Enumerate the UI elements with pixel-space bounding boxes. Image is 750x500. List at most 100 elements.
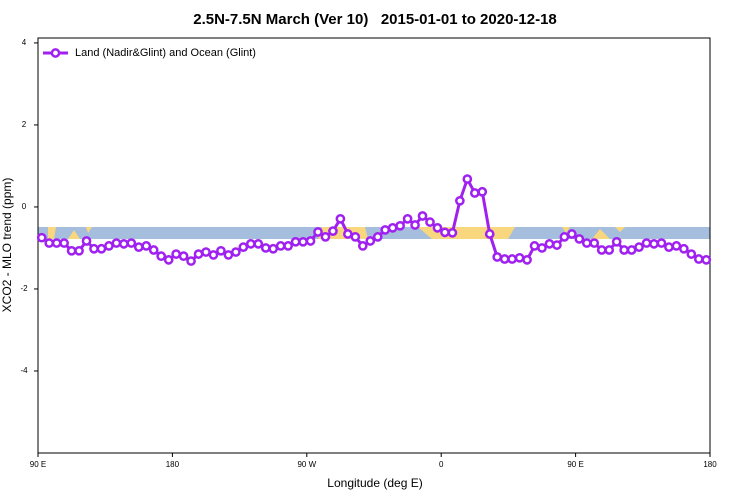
data-point (133, 242, 144, 252)
data-point (268, 243, 279, 254)
data-point (253, 239, 264, 249)
data-point (604, 245, 615, 255)
data-point (574, 234, 585, 244)
data-point (679, 243, 689, 254)
data-point (119, 239, 129, 249)
data-point (552, 240, 562, 250)
data-point (290, 236, 301, 247)
data-point (305, 236, 316, 246)
data-point (410, 220, 420, 230)
data-point (328, 226, 338, 236)
data-point (387, 223, 398, 233)
data-point (626, 245, 637, 255)
data-point (104, 241, 114, 251)
data-point (395, 220, 405, 231)
data-point (89, 243, 99, 254)
data-point (380, 225, 391, 235)
data-point (126, 238, 137, 248)
data-point (462, 174, 473, 184)
x-tick-label: 90 E (567, 460, 583, 469)
data-point (507, 254, 517, 264)
data-point (201, 247, 211, 257)
y-axis-label: XCO2 - MLO trend (ppm) (0, 178, 14, 313)
plot-frame (37, 37, 711, 454)
data-point (171, 249, 181, 259)
data-point (193, 249, 204, 259)
x-axis-label: Longitude (deg E) (327, 476, 422, 490)
data-point (671, 241, 682, 251)
data-point (51, 238, 62, 248)
data-point (477, 186, 488, 197)
data-point (350, 232, 361, 242)
x-tick-label: 180 (166, 460, 180, 469)
data-point (664, 242, 674, 252)
data-point (156, 251, 167, 262)
data-point (275, 241, 286, 251)
data-point (522, 255, 532, 265)
data-point (686, 249, 697, 259)
x-tick-label: 90 W (297, 460, 316, 469)
data-point (59, 238, 69, 248)
x-tick-label: 0 (439, 460, 444, 469)
y-tick-label: 4 (22, 38, 27, 47)
data-point (313, 227, 323, 237)
data-point (343, 229, 353, 239)
data-point (484, 229, 495, 239)
data-point (223, 250, 234, 260)
data-point (96, 243, 107, 254)
y-tick-label: -4 (20, 366, 28, 375)
data-point (649, 239, 659, 249)
data-point (567, 229, 577, 239)
data-point (619, 245, 629, 255)
data-point (544, 239, 555, 249)
data-point (402, 213, 413, 224)
data-point (529, 241, 540, 251)
x-tick-label: 180 (703, 460, 717, 469)
data-point (163, 255, 174, 265)
data-point (81, 236, 92, 246)
data-point (238, 242, 249, 252)
data-point (245, 239, 256, 249)
data-point (537, 243, 547, 253)
data-point (514, 252, 525, 263)
data-point (283, 241, 293, 251)
data-point (581, 238, 592, 248)
legend-label: Land (Nadir&Glint) and Ocean (Glint) (75, 47, 256, 59)
data-point (216, 245, 226, 256)
data-point (141, 241, 152, 251)
data-point (335, 213, 346, 224)
y-tick-label: 2 (22, 120, 27, 129)
data-point (66, 245, 77, 256)
chart-title: 2.5N-7.5N March (Ver 10) 2015-01-01 to 2… (193, 11, 557, 28)
data-point (432, 223, 443, 233)
data-point (357, 241, 368, 251)
data-point (111, 238, 122, 248)
data-point (455, 195, 465, 206)
ocean-band (38, 227, 710, 239)
y-tick-label: 0 (22, 202, 27, 211)
data-point (440, 227, 450, 238)
data-point (365, 236, 376, 246)
data-point (186, 256, 196, 266)
data-point (231, 247, 241, 257)
data-point (559, 232, 570, 242)
data-point (208, 250, 219, 260)
x-tick-label: 90 E (30, 460, 46, 469)
y-tick-label: -2 (20, 284, 28, 293)
data-point (447, 227, 458, 238)
data-point (596, 245, 607, 255)
data-point (499, 254, 510, 264)
data-point (492, 252, 503, 262)
data-point (44, 238, 55, 248)
data-point (417, 211, 428, 221)
data-point (634, 242, 644, 252)
data-point (693, 254, 704, 264)
data-point (74, 245, 84, 256)
data-point (320, 232, 331, 242)
legend-marker (50, 48, 61, 58)
data-point (641, 238, 652, 248)
data-point (260, 243, 271, 253)
data-point (701, 255, 712, 265)
